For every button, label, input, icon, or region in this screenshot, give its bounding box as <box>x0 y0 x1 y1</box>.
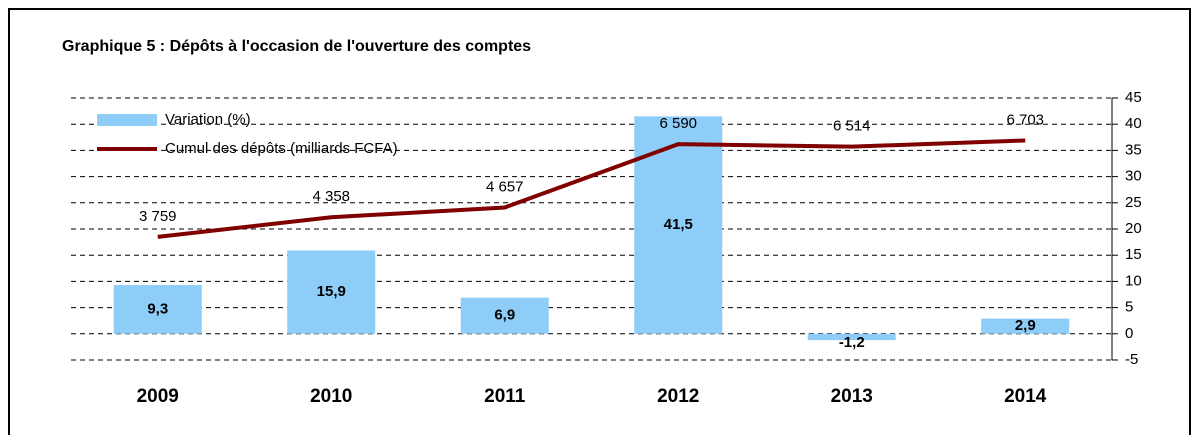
bar-label: 2,9 <box>1015 317 1036 334</box>
y-tick-label: -5 <box>1125 351 1138 368</box>
line-label: 4 657 <box>486 178 524 195</box>
y-tick-label: 40 <box>1125 115 1142 132</box>
y-tick-label: 25 <box>1125 194 1142 211</box>
x-tick-label: 2014 <box>1004 386 1047 407</box>
bar <box>113 285 202 334</box>
y-tick-label: 20 <box>1125 220 1142 237</box>
bar <box>807 333 896 341</box>
line-label: 4 358 <box>312 188 350 205</box>
y-tick-label: 15 <box>1125 246 1142 263</box>
y-tick-label: 45 <box>1125 89 1142 106</box>
frame <box>8 8 1191 435</box>
bar-label: 6,9 <box>494 307 515 324</box>
line-label: 3 759 <box>139 208 177 225</box>
legend-label: Variation (%) <box>165 111 251 128</box>
x-tick-label: 2012 <box>657 386 699 407</box>
y-tick-label: 35 <box>1125 141 1142 158</box>
x-tick-label: 2010 <box>310 386 352 407</box>
y-tick-label: 0 <box>1125 325 1133 342</box>
line-label: 6 703 <box>1006 111 1044 128</box>
y-tick-label: 30 <box>1125 168 1142 185</box>
line <box>157 138 1026 239</box>
line-label: 6 590 <box>659 115 697 132</box>
line-label: 6 514 <box>833 118 871 135</box>
y-tick-label: 10 <box>1125 272 1142 289</box>
bar-label: 15,9 <box>317 283 346 300</box>
x-tick-label: 2009 <box>137 386 179 407</box>
y-tick-label: 5 <box>1125 299 1133 316</box>
bar <box>981 318 1070 334</box>
legend-swatch <box>97 114 157 126</box>
bar <box>634 116 723 334</box>
bar <box>287 250 376 334</box>
chart-title: Graphique 5 : Dépôts à l'occasion de l'o… <box>62 38 531 55</box>
bar-label: -1,2 <box>839 334 865 351</box>
bar-label: 41,5 <box>664 216 693 233</box>
x-tick-label: 2011 <box>484 386 526 407</box>
bar-label: 9,3 <box>147 300 168 317</box>
legend-label: Cumul des dépôts (milliards FCFA) <box>165 140 398 157</box>
bar <box>460 297 549 334</box>
x-tick-label: 2013 <box>831 386 873 407</box>
